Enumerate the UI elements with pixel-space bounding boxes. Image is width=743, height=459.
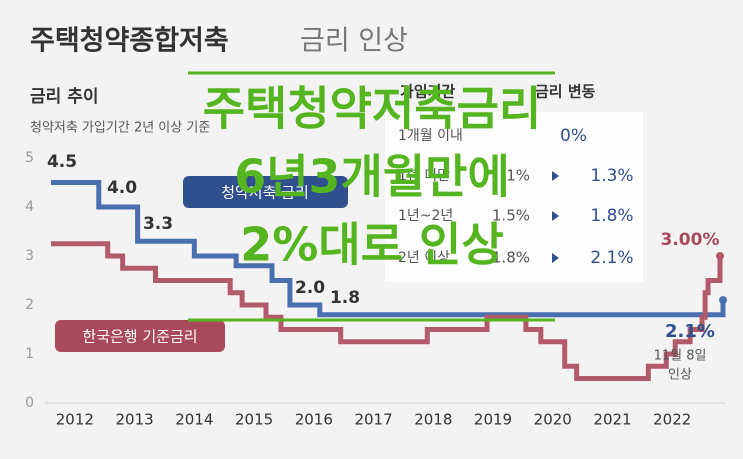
- chart-title-suffix: 금리 인상: [300, 26, 408, 57]
- x-tick-label: 2016: [295, 411, 333, 429]
- x-tick-label: 2015: [235, 411, 273, 429]
- y-tick-label: 0: [25, 395, 34, 411]
- series-line: [50, 180, 726, 318]
- y-tick-label: 2: [25, 297, 34, 313]
- table-old: 1%: [506, 167, 530, 185]
- y-tick-label: 4: [25, 199, 34, 215]
- y-tick-label: 3: [25, 248, 34, 264]
- annotation: 3.00%: [661, 230, 720, 250]
- arrow: [552, 211, 559, 221]
- x-tick-label: 2019: [474, 411, 512, 429]
- table-period: 1년 미만: [398, 168, 450, 184]
- chart-title: 주택청약종합저축: [30, 26, 229, 57]
- annotation: 1.8: [330, 288, 360, 308]
- table-old: 1.5%: [492, 207, 530, 225]
- end-dot: [719, 296, 728, 305]
- overlay-text: 2%대로 인상: [240, 218, 503, 272]
- table-period: 1년~2년: [398, 208, 453, 224]
- annotation: 2.1%: [665, 321, 715, 342]
- arrow: [552, 171, 559, 181]
- x-tick-label: 2021: [593, 411, 631, 429]
- table-new: 2.1%: [590, 248, 633, 268]
- annotation: 4.5: [47, 152, 77, 172]
- x-tick-label: 2018: [414, 411, 452, 429]
- overlay-text: 6년3개월만에: [234, 150, 510, 204]
- table-period: 2년 이상: [398, 250, 450, 266]
- y-tick-label: 1: [25, 346, 34, 362]
- subtitle: 금리 추이: [30, 87, 98, 107]
- x-tick-label: 2020: [534, 411, 572, 429]
- note: 청약저축 가입기간 2년 이상 기준: [30, 121, 210, 136]
- x-tick-label: 2012: [56, 411, 94, 429]
- y-tick-label: 5: [25, 150, 34, 166]
- end-dot: [716, 252, 725, 260]
- legend-label: 한국은행 기준금리: [82, 328, 197, 346]
- table-new: 1.3%: [590, 166, 633, 186]
- x-tick-label: 2022: [653, 411, 691, 429]
- arrow: [552, 253, 559, 263]
- annotation: 3.3: [143, 214, 173, 234]
- table-new: 0%: [560, 126, 587, 146]
- x-tick-label: 2013: [116, 411, 154, 429]
- legend-box: [183, 176, 348, 208]
- overlay-text: 주택청약저축금리: [203, 82, 542, 136]
- annotation: 인상: [668, 368, 692, 383]
- legend-label: 청약저축 금리: [221, 184, 309, 202]
- annotation: 4.0: [107, 178, 137, 198]
- series-line: [50, 241, 723, 381]
- table-header: 금리 변동: [535, 83, 596, 101]
- x-tick-label: 2017: [354, 411, 392, 429]
- table-new: 1.8%: [590, 206, 633, 226]
- annotation: 11월 8일: [654, 349, 707, 364]
- table-box: [385, 112, 643, 282]
- x-tick-label: 2014: [175, 411, 213, 429]
- legend-box: [55, 320, 225, 352]
- annotation: 2.0: [295, 278, 325, 298]
- table-period: 1개월 이내: [398, 128, 463, 144]
- table-old: 1.8%: [492, 249, 530, 267]
- table-header: 가입기간: [400, 83, 455, 101]
